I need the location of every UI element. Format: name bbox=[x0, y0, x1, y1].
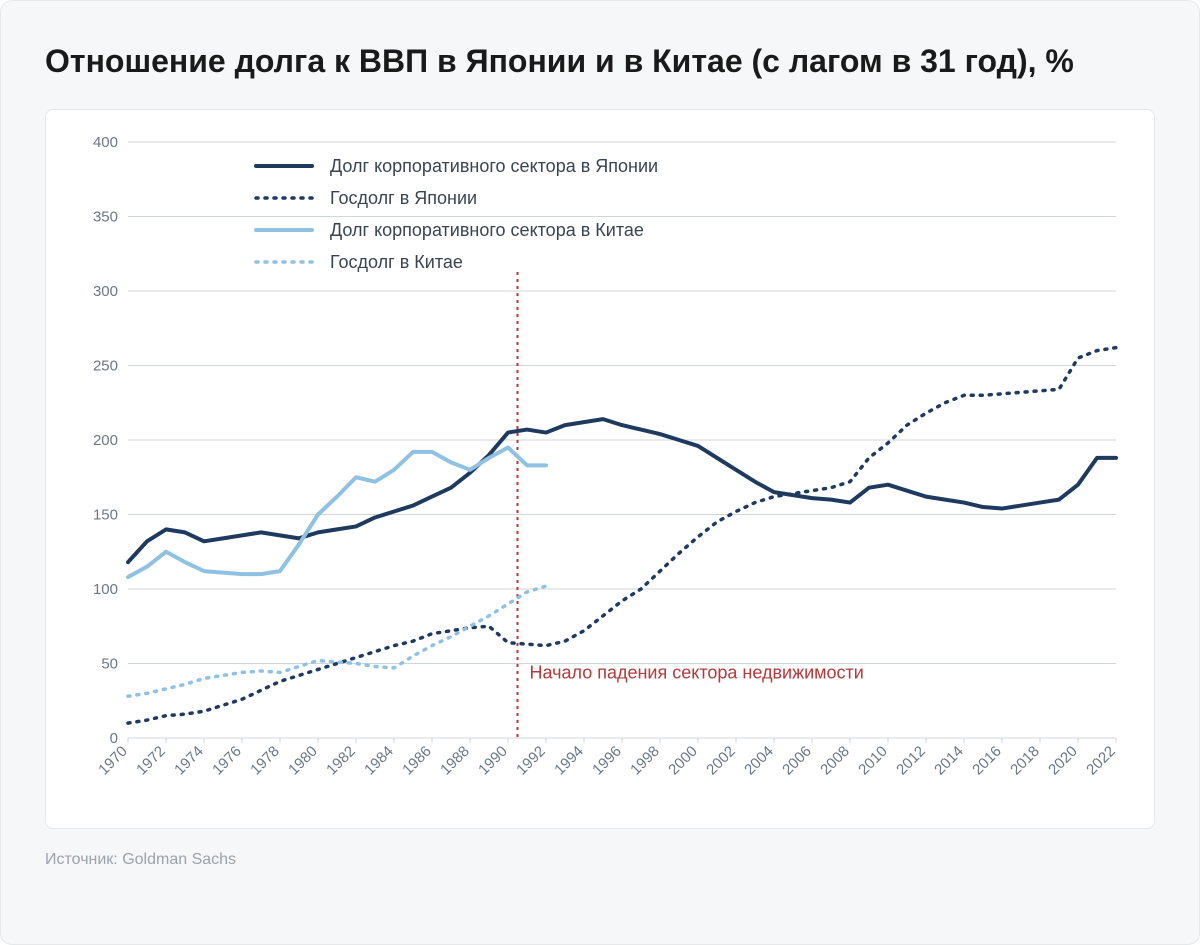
svg-text:1976: 1976 bbox=[209, 743, 245, 779]
svg-text:Госдолг в Китае: Госдолг в Китае bbox=[330, 252, 463, 272]
source-label: Источник: Goldman Sachs bbox=[45, 851, 1155, 869]
svg-text:50: 50 bbox=[101, 656, 118, 673]
svg-text:2008: 2008 bbox=[817, 743, 853, 779]
svg-text:1988: 1988 bbox=[437, 743, 473, 779]
svg-text:100: 100 bbox=[93, 581, 118, 598]
svg-text:Долг корпоративного сектора в: Долг корпоративного сектора в Японии bbox=[330, 156, 658, 176]
svg-text:1972: 1972 bbox=[133, 743, 169, 779]
chart-title: Отношение долга к ВВП в Японии и в Китае… bbox=[45, 41, 1155, 81]
svg-text:1984: 1984 bbox=[361, 743, 397, 779]
svg-text:1994: 1994 bbox=[551, 743, 587, 779]
svg-text:1986: 1986 bbox=[399, 743, 435, 779]
svg-text:400: 400 bbox=[93, 134, 118, 151]
svg-text:1996: 1996 bbox=[589, 743, 625, 779]
svg-text:150: 150 bbox=[93, 507, 118, 524]
svg-text:2014: 2014 bbox=[931, 743, 967, 779]
svg-text:300: 300 bbox=[93, 283, 118, 300]
svg-text:1992: 1992 bbox=[513, 743, 549, 779]
svg-text:2010: 2010 bbox=[855, 743, 891, 779]
svg-text:2002: 2002 bbox=[703, 743, 739, 779]
line-chart: 0501001502002503003504001970197219741976… bbox=[70, 134, 1130, 820]
svg-text:1970: 1970 bbox=[95, 743, 131, 779]
svg-text:1998: 1998 bbox=[627, 743, 663, 779]
svg-text:2016: 2016 bbox=[969, 743, 1005, 779]
svg-text:200: 200 bbox=[93, 432, 118, 449]
svg-text:1978: 1978 bbox=[247, 743, 283, 779]
svg-text:2012: 2012 bbox=[893, 743, 929, 779]
svg-text:2004: 2004 bbox=[741, 743, 777, 779]
svg-text:Начало падения сектора недвижи: Начало падения сектора недвижимости bbox=[530, 662, 864, 682]
svg-text:1990: 1990 bbox=[475, 743, 511, 779]
svg-text:2018: 2018 bbox=[1007, 743, 1043, 779]
svg-text:2022: 2022 bbox=[1083, 743, 1119, 779]
svg-text:1982: 1982 bbox=[323, 743, 359, 779]
svg-text:2006: 2006 bbox=[779, 743, 815, 779]
svg-text:2020: 2020 bbox=[1045, 743, 1081, 779]
svg-text:2000: 2000 bbox=[665, 743, 701, 779]
svg-text:1980: 1980 bbox=[285, 743, 321, 779]
svg-text:1974: 1974 bbox=[171, 743, 207, 779]
svg-text:350: 350 bbox=[93, 209, 118, 226]
svg-text:Долг корпоративного сектора в: Долг корпоративного сектора в Китае bbox=[330, 220, 644, 240]
svg-text:250: 250 bbox=[93, 358, 118, 375]
svg-text:Госдолг в Японии: Госдолг в Японии bbox=[330, 188, 477, 208]
chart-frame: 0501001502002503003504001970197219741976… bbox=[45, 109, 1155, 829]
chart-card: Отношение долга к ВВП в Японии и в Китае… bbox=[0, 0, 1200, 945]
